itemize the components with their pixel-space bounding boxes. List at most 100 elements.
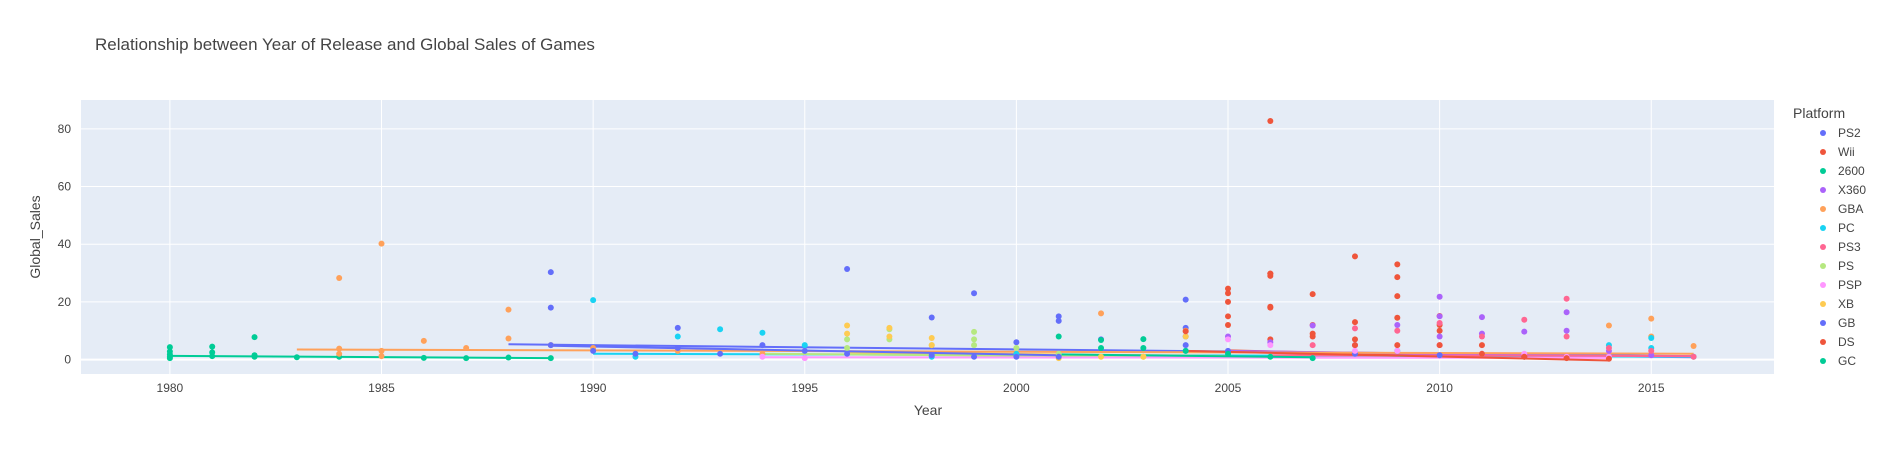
data-point[interactable] (1690, 343, 1697, 350)
data-point[interactable] (674, 345, 681, 352)
data-point[interactable] (1225, 285, 1232, 292)
data-point[interactable] (336, 274, 343, 281)
data-point[interactable] (1098, 345, 1105, 352)
data-point[interactable] (1690, 353, 1697, 360)
data-point[interactable] (1225, 336, 1232, 343)
data-point[interactable] (463, 345, 470, 352)
data-point[interactable] (1563, 327, 1570, 334)
data-point[interactable] (1394, 261, 1401, 268)
legend-items[interactable]: PS2 Wii 2600 X360 GBA PC PS3 PS PSP XB GB DS GC (1820, 126, 1866, 368)
data-point[interactable] (717, 326, 724, 333)
data-point[interactable] (844, 266, 851, 273)
data-point[interactable] (971, 342, 978, 349)
data-point[interactable] (1521, 316, 1528, 323)
data-point[interactable] (1478, 314, 1485, 321)
data-point[interactable] (759, 342, 766, 349)
data-point[interactable] (1309, 355, 1316, 362)
data-point[interactable] (1521, 353, 1528, 360)
data-point[interactable] (1182, 347, 1189, 354)
data-point[interactable] (1309, 330, 1316, 337)
legend-item[interactable]: DS (1820, 335, 1855, 349)
legend[interactable]: Platform PS2 Wii 2600 X360 GBA PC PS3 PS PSP XB GB… (1793, 105, 1866, 368)
data-point[interactable] (293, 354, 300, 361)
data-point[interactable] (1394, 327, 1401, 334)
data-point[interactable] (1563, 355, 1570, 362)
data-point[interactable] (590, 347, 597, 354)
data-point[interactable] (844, 330, 851, 337)
data-point[interactable] (844, 336, 851, 343)
data-point[interactable] (1098, 310, 1105, 317)
data-point[interactable] (1648, 352, 1655, 359)
data-point[interactable] (547, 342, 554, 349)
data-point[interactable] (1225, 313, 1232, 320)
data-point[interactable] (928, 314, 935, 321)
data-point[interactable] (928, 352, 935, 359)
data-point[interactable] (1351, 342, 1358, 349)
data-point[interactable] (886, 324, 893, 331)
data-point[interactable] (1140, 345, 1147, 352)
data-point[interactable] (1436, 293, 1443, 300)
data-point[interactable] (1013, 353, 1020, 360)
legend-item[interactable]: PS (1820, 259, 1854, 273)
legend-item[interactable]: GC (1820, 354, 1856, 368)
data-point[interactable] (1013, 339, 1020, 346)
data-point[interactable] (1098, 336, 1105, 343)
data-point[interactable] (378, 347, 385, 354)
data-point[interactable] (1309, 322, 1316, 329)
legend-item[interactable]: PC (1820, 221, 1855, 235)
data-point[interactable] (1055, 313, 1062, 320)
data-point[interactable] (1055, 353, 1062, 360)
data-point[interactable] (1394, 347, 1401, 354)
data-point[interactable] (1182, 333, 1189, 340)
data-point[interactable] (1055, 333, 1062, 340)
data-point[interactable] (1182, 296, 1189, 303)
data-point[interactable] (1182, 342, 1189, 349)
data-point[interactable] (801, 342, 808, 349)
legend-item[interactable]: PS2 (1820, 126, 1861, 140)
legend-item[interactable]: GB (1820, 316, 1855, 330)
data-point[interactable] (1055, 317, 1062, 324)
data-point[interactable] (1267, 342, 1274, 349)
legend-item[interactable]: XB (1820, 297, 1854, 311)
data-point[interactable] (378, 240, 385, 247)
data-point[interactable] (1648, 315, 1655, 322)
data-point[interactable] (1478, 342, 1485, 349)
data-point[interactable] (463, 355, 470, 362)
data-point[interactable] (1563, 309, 1570, 316)
data-point[interactable] (1436, 327, 1443, 334)
legend-item[interactable]: PS3 (1820, 240, 1861, 254)
data-point[interactable] (1013, 345, 1020, 352)
data-point[interactable] (844, 345, 851, 352)
data-point[interactable] (971, 290, 978, 297)
data-point[interactable] (1394, 274, 1401, 281)
data-point[interactable] (1182, 328, 1189, 335)
data-point[interactable] (420, 337, 427, 344)
data-point[interactable] (209, 343, 216, 350)
data-point[interactable] (1436, 313, 1443, 320)
data-point[interactable] (547, 269, 554, 276)
data-point[interactable] (1140, 336, 1147, 343)
data-point[interactable] (1436, 319, 1443, 326)
data-point[interactable] (759, 329, 766, 336)
data-point[interactable] (1563, 333, 1570, 340)
data-point[interactable] (1351, 347, 1358, 354)
data-point[interactable] (1394, 314, 1401, 321)
data-point[interactable] (1225, 290, 1232, 297)
data-point[interactable] (1394, 342, 1401, 349)
data-point[interactable] (166, 355, 173, 362)
data-point[interactable] (1309, 342, 1316, 349)
data-point[interactable] (971, 328, 978, 335)
data-point[interactable] (1267, 304, 1274, 311)
legend-item[interactable]: Wii (1820, 145, 1855, 159)
data-point[interactable] (1351, 253, 1358, 260)
data-point[interactable] (251, 334, 258, 341)
data-point[interactable] (1394, 293, 1401, 300)
data-point[interactable] (1521, 328, 1528, 335)
data-point[interactable] (1351, 325, 1358, 332)
data-point[interactable] (928, 342, 935, 349)
data-point[interactable] (547, 304, 554, 311)
data-point[interactable] (1478, 333, 1485, 340)
legend-item[interactable]: PSP (1820, 278, 1862, 292)
data-point[interactable] (1140, 353, 1147, 360)
data-point[interactable] (886, 333, 893, 340)
